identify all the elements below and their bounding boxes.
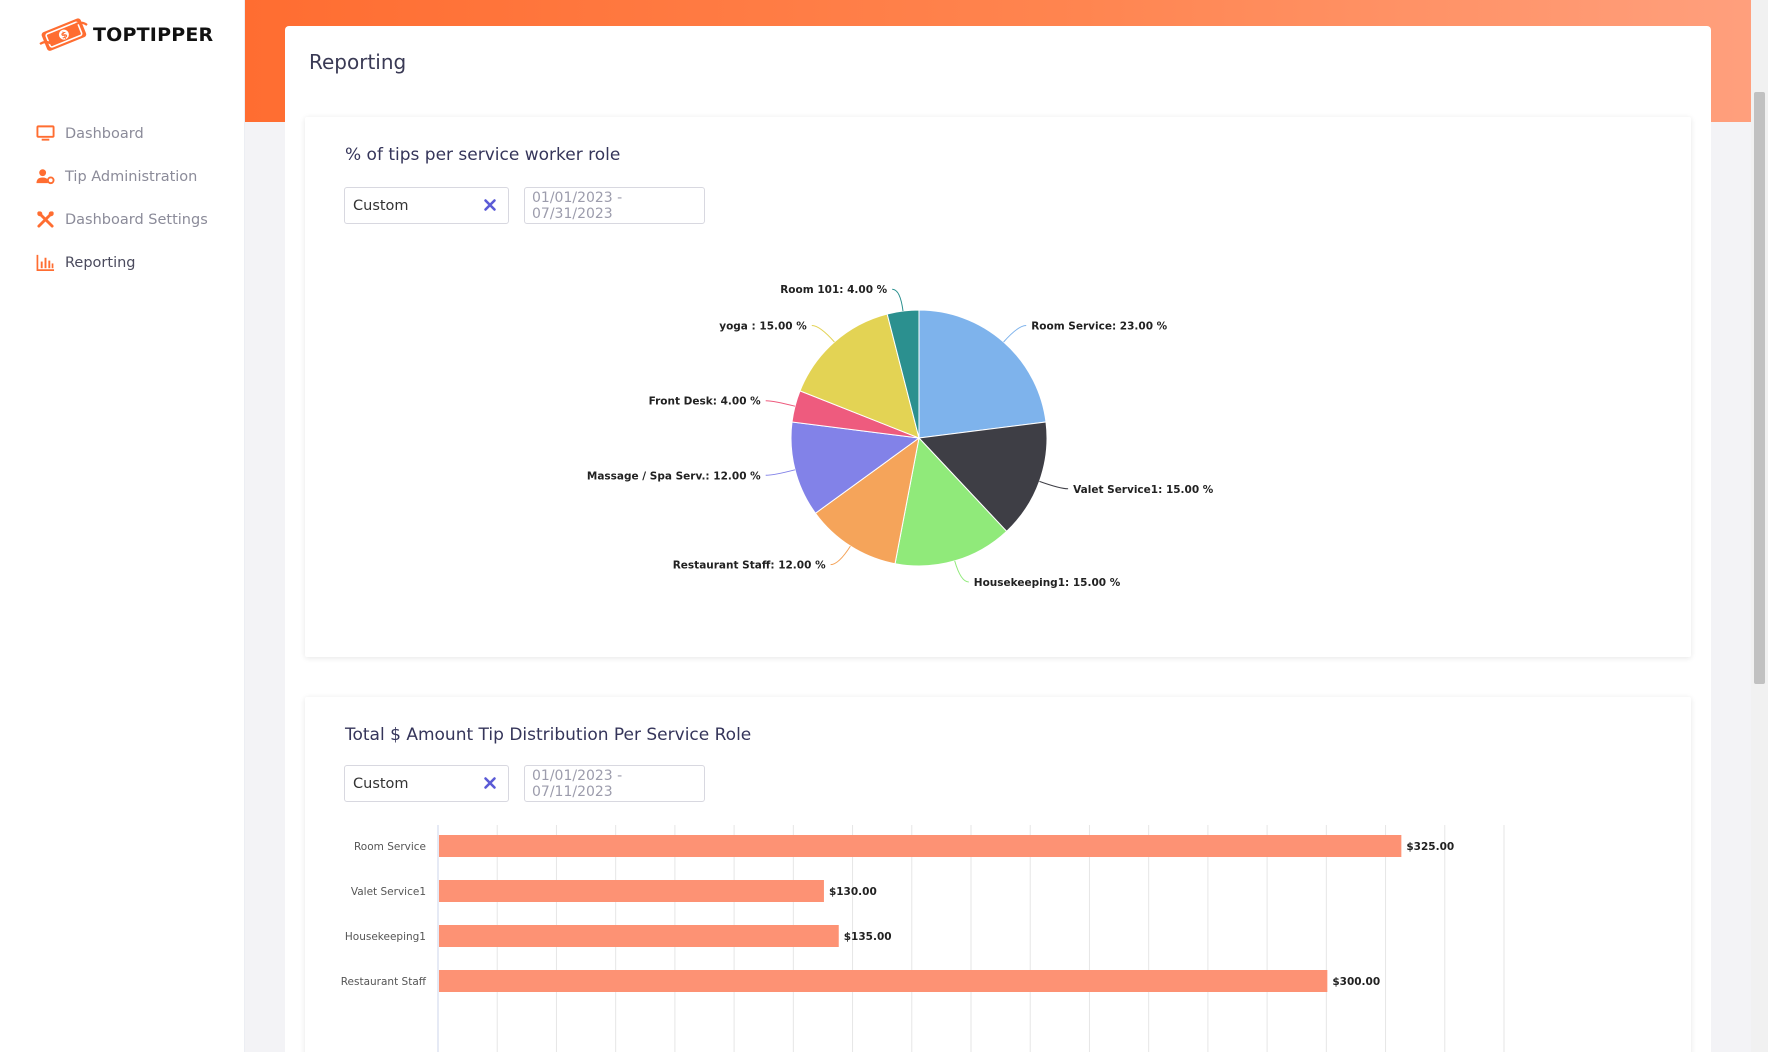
pie-slice[interactable] — [917, 421, 1048, 533]
bar-card-title: Total $ Amount Tip Distribution Per Serv… — [345, 725, 752, 745]
monitor-icon — [36, 125, 55, 141]
user-cog-icon — [36, 169, 55, 185]
pie-chart: Room Service: 23.00 % Valet Service1: 15.… — [587, 284, 1214, 589]
reporting-panel: Reporting % of tips per service worker r… — [285, 26, 1711, 1052]
sidebar-nav: Dashboard Tip Administration Dashboard S… — [36, 112, 208, 284]
sidebar-item-dashboard[interactable]: Dashboard — [36, 112, 208, 155]
bar[interactable] — [439, 970, 1328, 992]
bar-period-value: Custom — [353, 775, 409, 792]
bar-chart-card: Total $ Amount Tip Distribution Per Serv… — [305, 697, 1691, 1052]
category-label: Restaurant Staff — [341, 976, 427, 988]
pie-connector — [892, 288, 904, 312]
pie-connector — [811, 325, 835, 343]
bar-date-range-text: 01/01/2023 - 07/11/2023 — [532, 767, 623, 800]
pie-data-label: Room 101: 4.00 % — [780, 284, 887, 296]
bar-data-label: $130.00 — [829, 886, 877, 898]
pie-period-select[interactable]: Custom — [344, 187, 509, 224]
scrollbar[interactable] — [1751, 0, 1768, 1052]
pie-connector — [830, 545, 851, 566]
svg-text:$: $ — [60, 30, 70, 42]
sidebar-item-tip-administration[interactable]: Tip Administration — [36, 155, 208, 198]
bar-period-select[interactable]: Custom — [344, 765, 509, 802]
sidebar: $ TOPTIPPER Dashboard Tip Administration — [0, 0, 245, 1052]
pie-slice[interactable] — [790, 421, 921, 514]
bar[interactable] — [439, 835, 1402, 857]
pie-slice[interactable] — [894, 436, 1008, 567]
pie-data-label: yoga : 15.00 % — [719, 321, 807, 333]
pie-data-label: Front Desk: 4.00 % — [649, 396, 762, 408]
bar[interactable] — [439, 880, 824, 902]
bar[interactable] — [439, 925, 839, 947]
sidebar-item-dashboard-settings[interactable]: Dashboard Settings — [36, 198, 208, 241]
category-label: Room Service — [354, 841, 426, 853]
pie-data-label: Massage / Spa Serv.: 12.00 % — [587, 470, 761, 482]
category-label: Housekeeping1 — [345, 931, 426, 943]
pie-slice[interactable] — [814, 436, 920, 565]
pie-chart-card: % of tips per service worker role Custom… — [305, 117, 1691, 657]
pie-connector — [954, 560, 969, 583]
sidebar-item-label: Reporting — [65, 254, 136, 271]
pie-data-label: Housekeeping1: 15.00 % — [974, 577, 1121, 589]
category-label: Valet Service1 — [351, 886, 426, 898]
pie-data-label: Room Service: 23.00 % — [1031, 321, 1167, 333]
sidebar-item-label: Tip Administration — [65, 168, 198, 185]
pie-date-range-text: 01/01/2023 - 07/31/2023 — [532, 189, 623, 222]
bar-date-range-field[interactable]: 01/01/2023 - 07/11/2023 — [524, 765, 705, 802]
money-logo-icon: $ — [39, 18, 88, 51]
pie-card-title: % of tips per service worker role — [345, 145, 621, 165]
page-title: Reporting — [309, 50, 407, 74]
pie-data-label: Valet Service1: 15.00 % — [1073, 484, 1214, 496]
bar-data-label: $325.00 — [1406, 841, 1454, 853]
app-name: TOPTIPPER — [93, 24, 214, 46]
pie-date-range-field[interactable]: 01/01/2023 - 07/31/2023 — [524, 187, 705, 224]
pie-connector — [1039, 480, 1069, 490]
pie-slice[interactable] — [799, 313, 920, 439]
pie-data-label: Restaurant Staff: 12.00 % — [673, 560, 826, 572]
sidebar-item-label: Dashboard — [65, 125, 144, 142]
clear-icon[interactable] — [482, 775, 498, 791]
sidebar-item-label: Dashboard Settings — [65, 211, 208, 228]
bar-data-label: $300.00 — [1332, 976, 1380, 988]
pie-connector — [765, 400, 796, 407]
clear-icon[interactable] — [482, 197, 498, 213]
scrollbar-thumb[interactable] — [1754, 92, 1765, 684]
logo[interactable]: $ TOPTIPPER — [36, 16, 213, 54]
pie-period-value: Custom — [353, 197, 409, 214]
pie-connector — [1003, 325, 1027, 343]
bar-chart: Room Service $325.00 Valet Service1 $130.00… — [341, 825, 1505, 1052]
pie-slice[interactable] — [918, 309, 1047, 439]
sidebar-item-reporting[interactable]: Reporting — [36, 241, 208, 284]
tools-icon — [37, 211, 54, 228]
pie-slice[interactable] — [886, 309, 920, 439]
bar-data-label: $135.00 — [844, 931, 892, 943]
pie-connector — [765, 469, 796, 476]
bar-chart-icon — [36, 254, 55, 271]
